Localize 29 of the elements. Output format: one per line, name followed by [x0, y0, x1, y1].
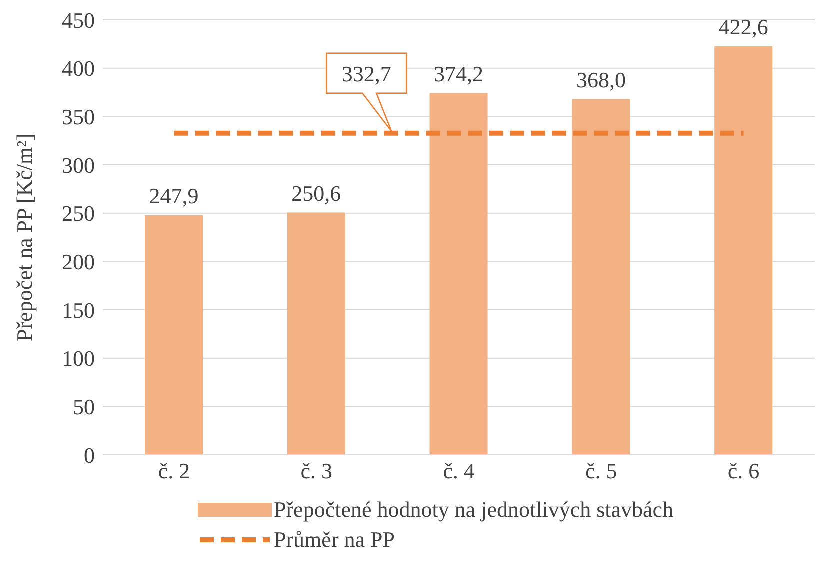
- data-label: 250,6: [292, 180, 342, 206]
- y-tick-label: 100: [62, 346, 95, 372]
- bar: [430, 93, 488, 455]
- bar: [145, 215, 203, 455]
- bar: [714, 46, 773, 455]
- bar: [572, 99, 630, 455]
- y-tick-label: 0: [84, 442, 95, 468]
- data-label: 247,9: [149, 183, 199, 208]
- y-axis-title: Přepočet na PP [Kč/m²]: [12, 133, 37, 342]
- x-tick-label: č. 6: [728, 458, 760, 484]
- y-tick-label: 50: [73, 394, 95, 420]
- y-tick-label: 450: [62, 8, 95, 33]
- data-label: 368,0: [576, 67, 626, 92]
- y-tick-label: 200: [62, 249, 95, 274]
- legend-label: Průměr na PP: [274, 527, 395, 553]
- y-tick-label: 300: [62, 152, 95, 178]
- y-tick-label: 350: [62, 104, 95, 130]
- x-tick-label: č. 2: [158, 458, 190, 484]
- y-tick-label: 250: [62, 201, 95, 226]
- legend-label: Přepočtené hodnoty na jednotlivých stavbách: [274, 497, 674, 523]
- data-label: 332,7: [342, 61, 392, 86]
- data-label: 422,6: [718, 14, 768, 40]
- x-tick-label: č. 3: [300, 458, 332, 484]
- x-tick-label: č. 4: [443, 458, 475, 484]
- y-tick-label: 400: [62, 56, 95, 82]
- x-tick-label: č. 5: [586, 458, 618, 484]
- data-label: 374,2: [434, 61, 484, 86]
- bar: [287, 212, 346, 455]
- y-tick-label: 150: [62, 298, 95, 323]
